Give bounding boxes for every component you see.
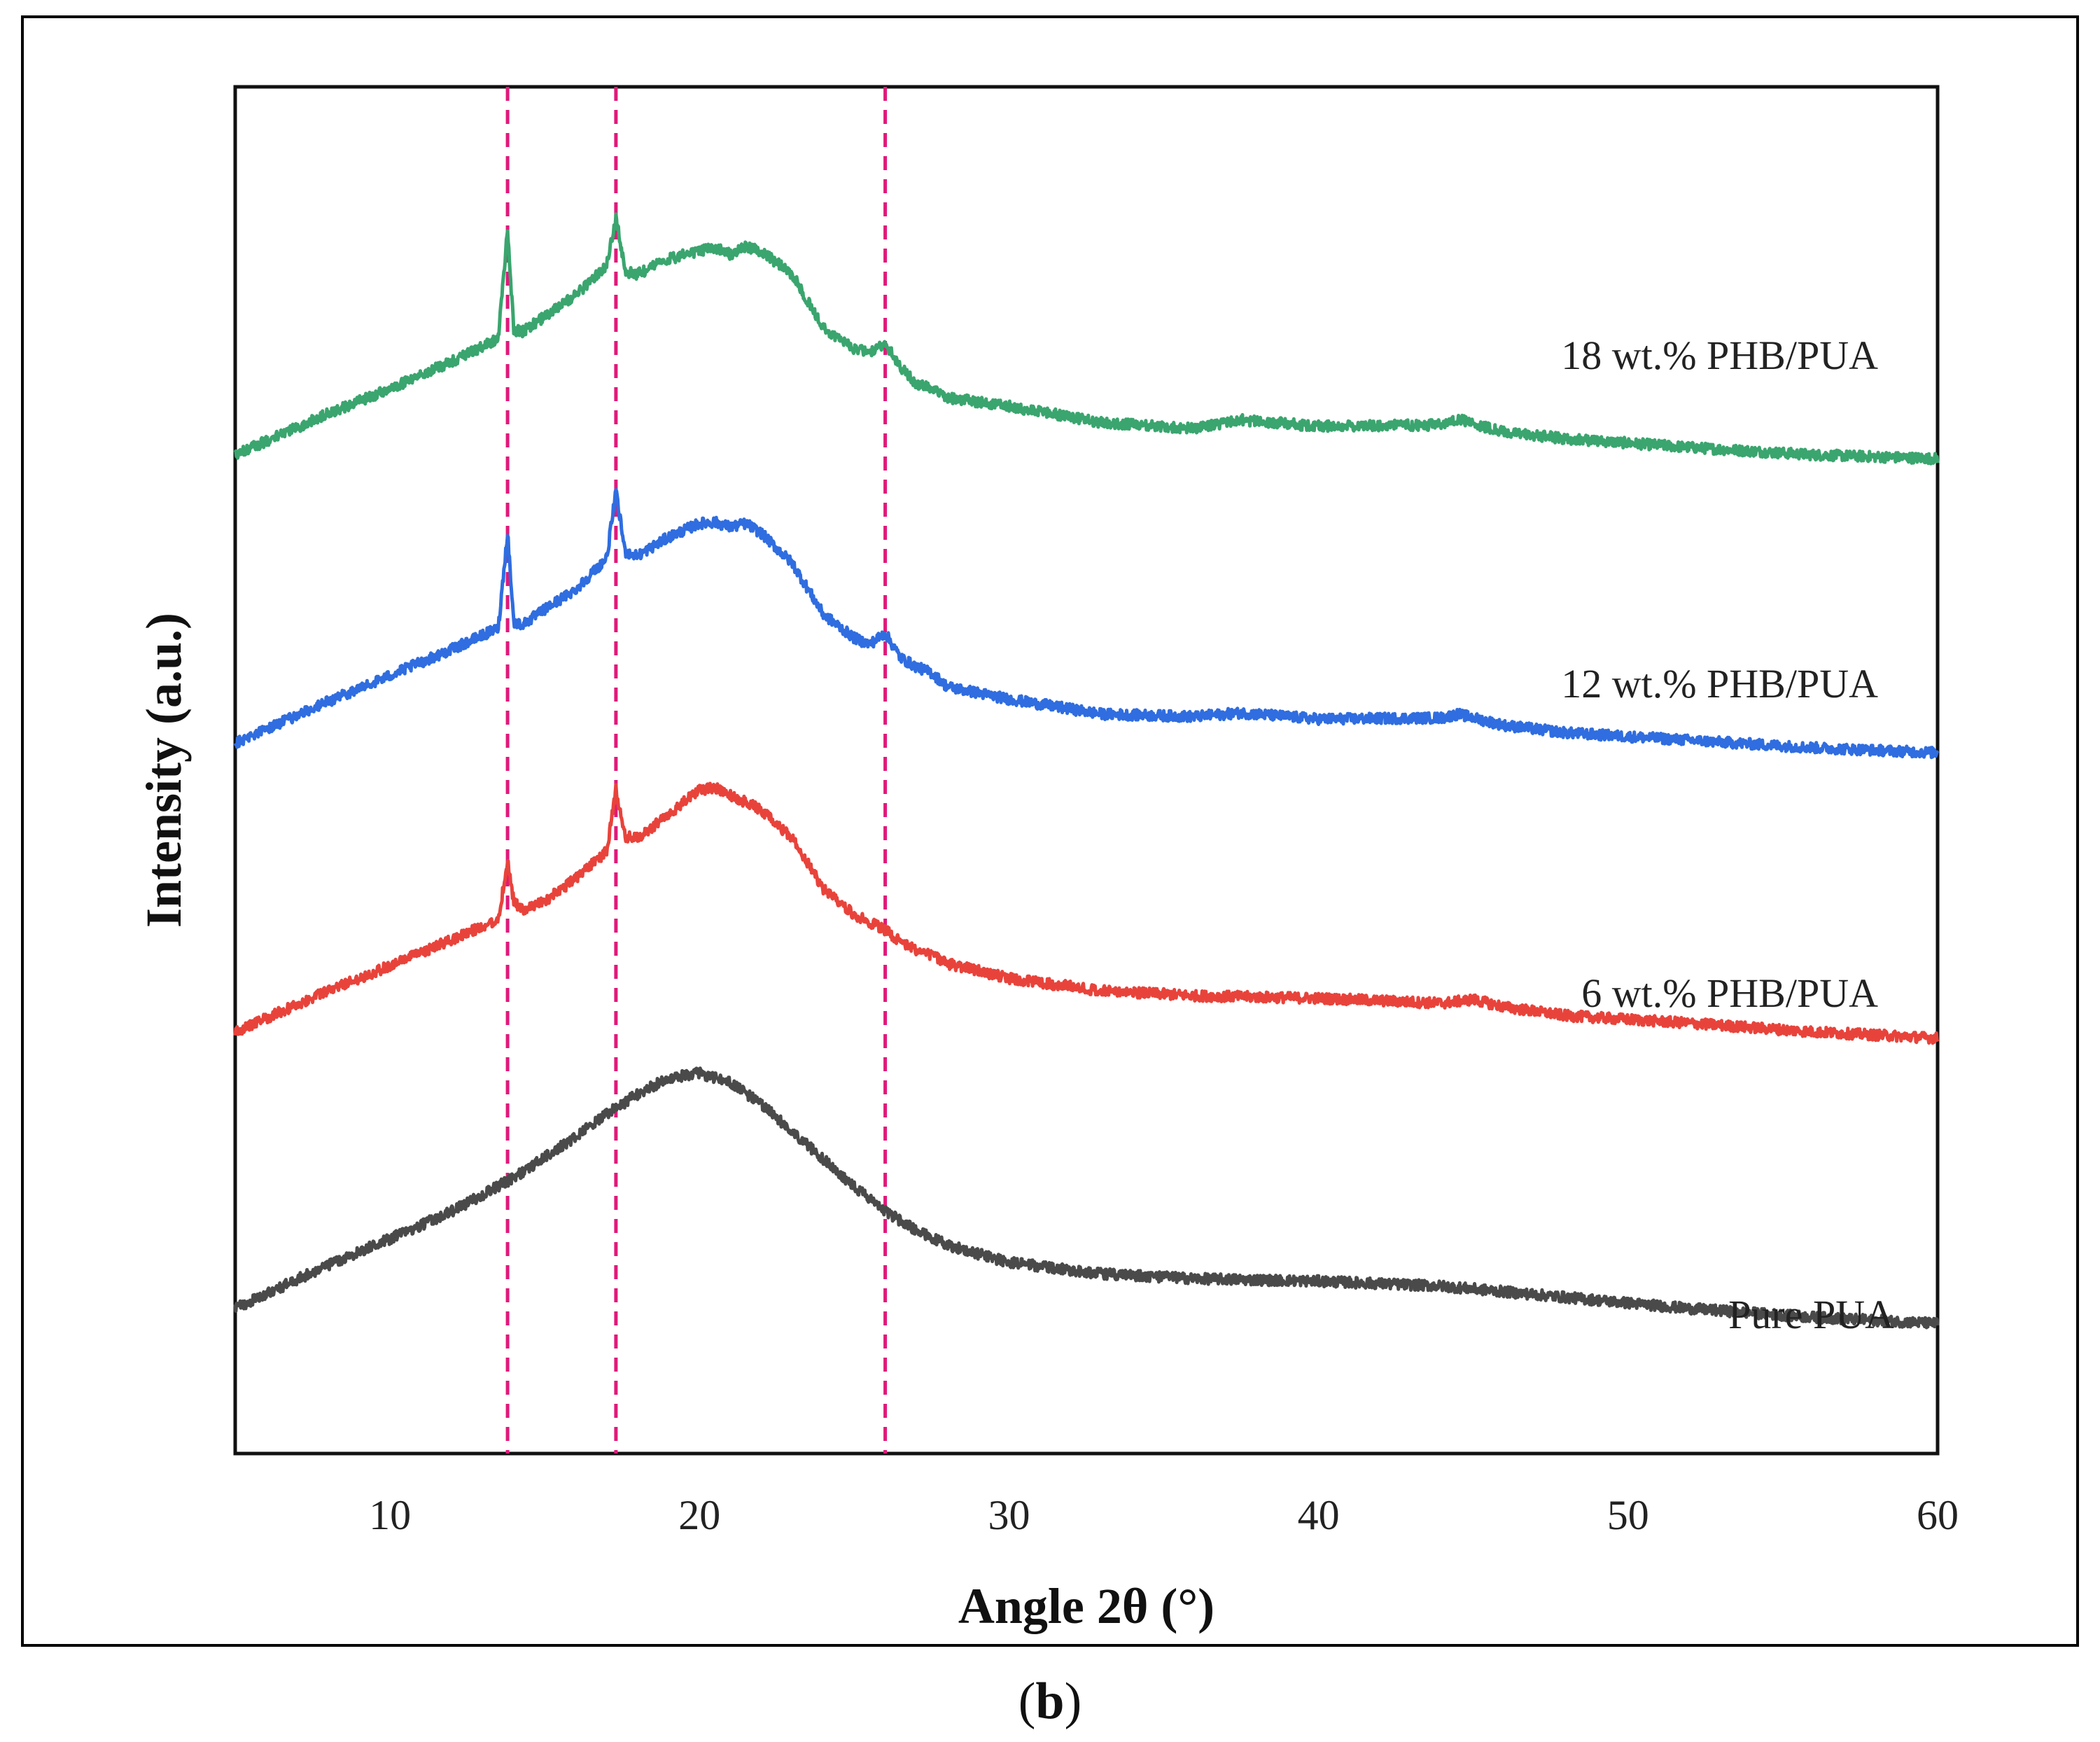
reference-lines [505,87,888,1454]
x-axis-ticks: 10 20 30 40 50 60 [369,1492,1959,1538]
series-line-6wt-phb-pua [233,781,1940,1045]
y-axis-title: Intensity (a.u.) [136,613,192,928]
x-axis-title: Angle 2θ (°) [958,1578,1214,1634]
series-label-pure: Pure PUA [1728,1292,1894,1337]
series-labels: 18 wt.% PHB/PUA 12 wt.% PHB/PUA 6 wt.% P… [1561,333,1894,1337]
x-tick-label: 30 [988,1492,1030,1538]
figure-frame [21,15,2079,1647]
series-line-pure-pua [233,1066,1940,1330]
series-label-6wt: 6 wt.% PHB/PUA [1581,970,1878,1016]
plot-area [233,85,1940,1456]
series-label-12wt: 12 wt.% PHB/PUA [1561,661,1878,706]
figure-caption: (b) [1018,1673,1082,1730]
x-tick-label: 50 [1607,1492,1649,1538]
series-lines [233,212,1940,1330]
series-line-18wt-phb-pua [233,212,1940,466]
series-line-12wt-phb-pua [233,487,1940,760]
x-tick-label: 60 [1917,1492,1959,1538]
x-tick-label: 20 [678,1492,720,1538]
series-label-18wt: 18 wt.% PHB/PUA [1561,333,1878,378]
x-tick-label: 40 [1298,1492,1340,1538]
x-tick-label: 10 [369,1492,411,1538]
